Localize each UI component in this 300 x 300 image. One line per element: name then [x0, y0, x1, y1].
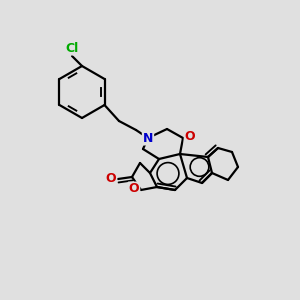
Text: O: O — [185, 130, 195, 143]
Text: O: O — [106, 172, 116, 185]
Text: O: O — [129, 182, 139, 196]
Text: Cl: Cl — [65, 41, 79, 55]
Text: N: N — [143, 131, 153, 145]
